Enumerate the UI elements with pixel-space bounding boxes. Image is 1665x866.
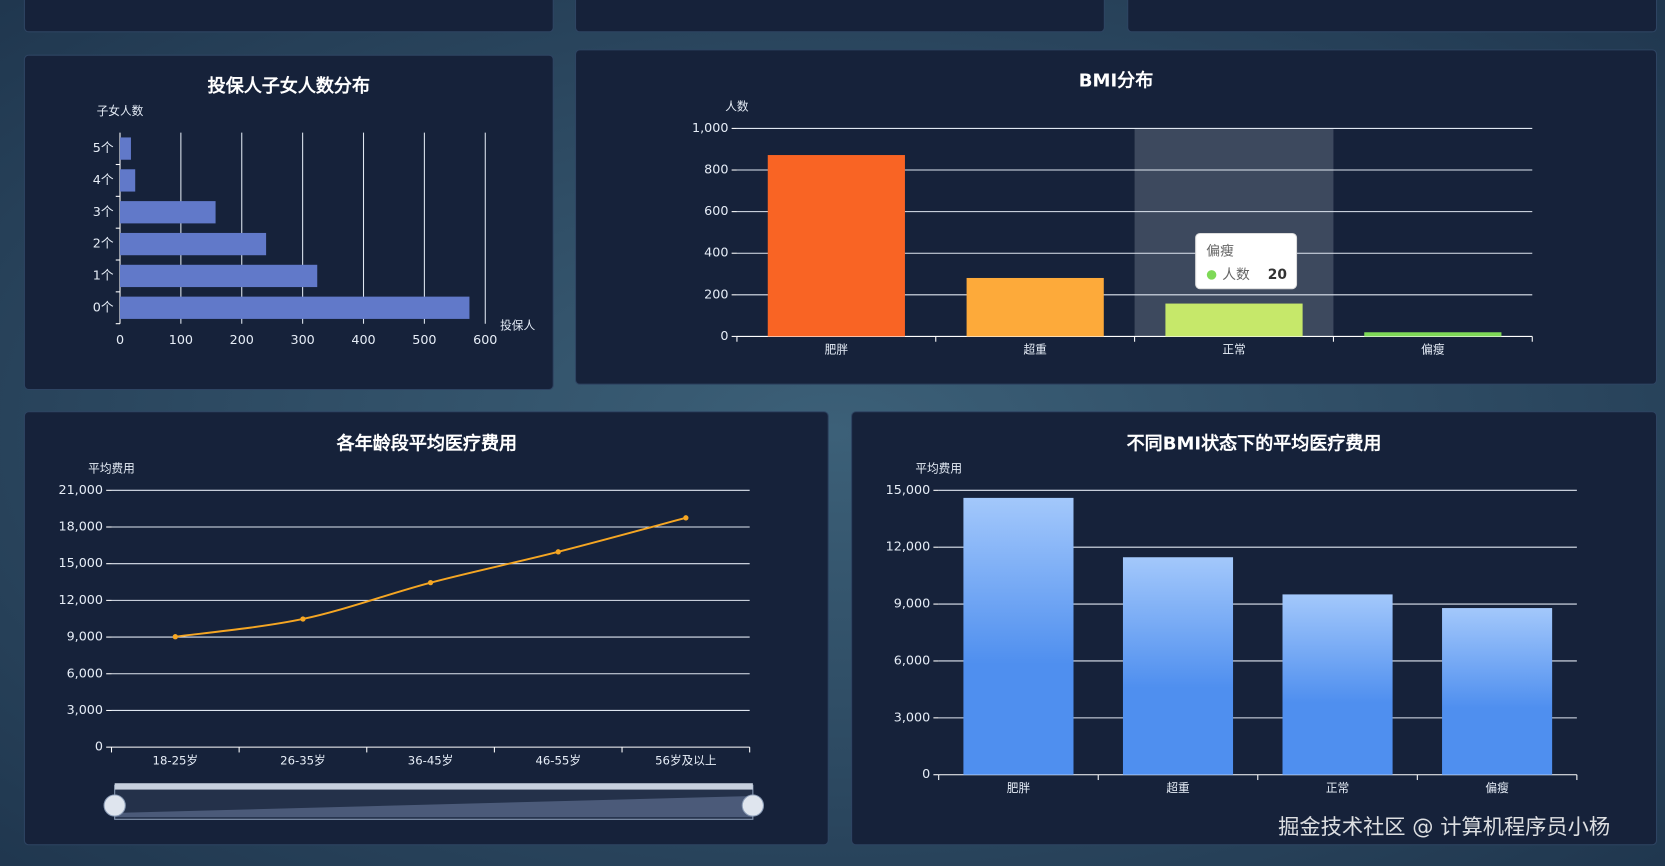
point [172, 634, 178, 640]
zoom-bar [114, 783, 753, 790]
watermark: 掘金技术社区 @ 计算机程序员小杨 [1278, 815, 1610, 840]
bar [119, 264, 318, 288]
x-tick-label: 600 [473, 333, 497, 348]
zoom-handle [103, 794, 126, 817]
tooltip-marker [1206, 270, 1217, 280]
y-tick-label: 15,000 [58, 556, 103, 571]
point [427, 579, 434, 586]
x-tick-label: 400 [351, 333, 375, 348]
bar [119, 201, 216, 224]
y-tick-label: 6,000 [67, 666, 103, 681]
bar [119, 137, 131, 160]
bar [963, 497, 1074, 775]
chart-title: 投保人子女人数分布 [208, 75, 370, 97]
tooltip-title: 偏瘦 [1206, 243, 1234, 260]
x-tick-label: 18-25岁 [153, 753, 199, 767]
x-tick-label: 26-35岁 [280, 753, 326, 767]
y-tick-label: 200 [704, 287, 728, 302]
tooltip-box [1195, 232, 1298, 290]
panel [1127, 0, 1658, 33]
panel [574, 0, 1105, 33]
y-tick-label: 15,000 [886, 483, 931, 498]
y-tick-label: 0 [922, 767, 930, 782]
x-tick-label: 100 [169, 333, 193, 348]
bar [1122, 557, 1234, 775]
y-tick-label: 800 [704, 163, 728, 178]
x-tick-label: 超重 [1024, 343, 1048, 357]
panel [23, 411, 829, 846]
tooltip-series: 人数 [1222, 267, 1250, 283]
chart-title: 各年龄段平均医疗费用 [336, 433, 517, 455]
y-tick-label: 6,000 [894, 653, 930, 668]
panel [23, 0, 554, 33]
y-tick-label: 0 [95, 740, 103, 755]
y-tick-label: 3个 [93, 205, 114, 220]
axis-name: 平均费用 [88, 462, 135, 476]
y-tick-label: 3,000 [67, 703, 103, 718]
y-tick-label: 12,000 [886, 540, 931, 555]
bar [1165, 303, 1303, 337]
bar [767, 155, 905, 337]
x-tick-label: 0 [116, 333, 124, 348]
x-tick-label: 500 [412, 333, 436, 348]
axis-name: 平均费用 [915, 462, 962, 476]
axis-name: 子女人数 [97, 104, 144, 118]
zoom-handle [741, 794, 765, 817]
y-tick-label: 400 [704, 246, 728, 261]
y-tick-label: 21,000 [58, 483, 103, 498]
y-tick-label: 2个 [93, 237, 114, 252]
axis-name: 投保人 [500, 318, 535, 332]
point [300, 616, 306, 622]
x-tick-label: 36-45岁 [408, 753, 454, 767]
y-tick-label: 9,000 [67, 630, 103, 645]
bar [119, 169, 136, 192]
y-tick-label: 5个 [93, 141, 114, 156]
bar [1364, 332, 1502, 337]
chart-title: BMI分布 [1079, 70, 1153, 92]
y-tick-label: 18,000 [58, 520, 103, 535]
x-tick-label: 肥胖 [1007, 781, 1031, 795]
y-tick-label: 12,000 [58, 593, 103, 608]
y-tick-label: 0 [720, 329, 728, 344]
y-tick-label: 9,000 [894, 597, 930, 612]
axis-pointer-shadow [1134, 128, 1334, 337]
x-tick-label: 56岁及以上 [655, 753, 717, 767]
x-tick-label: 肥胖 [825, 343, 849, 357]
bar [966, 277, 1104, 337]
y-tick-label: 0个 [93, 300, 114, 315]
bar [119, 296, 470, 319]
x-tick-label: 偏瘦 [1485, 781, 1509, 795]
x-tick-label: 偏瘦 [1421, 343, 1445, 357]
y-tick-label: 4个 [93, 173, 114, 188]
x-tick-label: 超重 [1166, 781, 1190, 795]
tooltip-value: 20 [1268, 267, 1287, 283]
axis-name: 人数 [725, 100, 749, 114]
x-tick-label: 正常 [1222, 343, 1245, 357]
bar [119, 232, 267, 256]
x-tick-label: 46-55岁 [535, 753, 581, 767]
point [683, 515, 689, 521]
zoom-preview [114, 795, 753, 818]
y-tick-label: 600 [704, 204, 728, 219]
y-tick-label: 3,000 [894, 710, 930, 725]
y-tick-label: 1个 [93, 268, 114, 283]
point [555, 549, 561, 555]
x-tick-label: 200 [230, 333, 254, 348]
bar [1442, 608, 1553, 775]
y-tick-label: 1,000 [692, 121, 728, 136]
chart-title: 不同BMI状态下的平均医疗费用 [1127, 433, 1382, 455]
bar [1282, 594, 1393, 775]
x-tick-label: 正常 [1326, 781, 1349, 795]
x-tick-label: 300 [290, 333, 314, 348]
